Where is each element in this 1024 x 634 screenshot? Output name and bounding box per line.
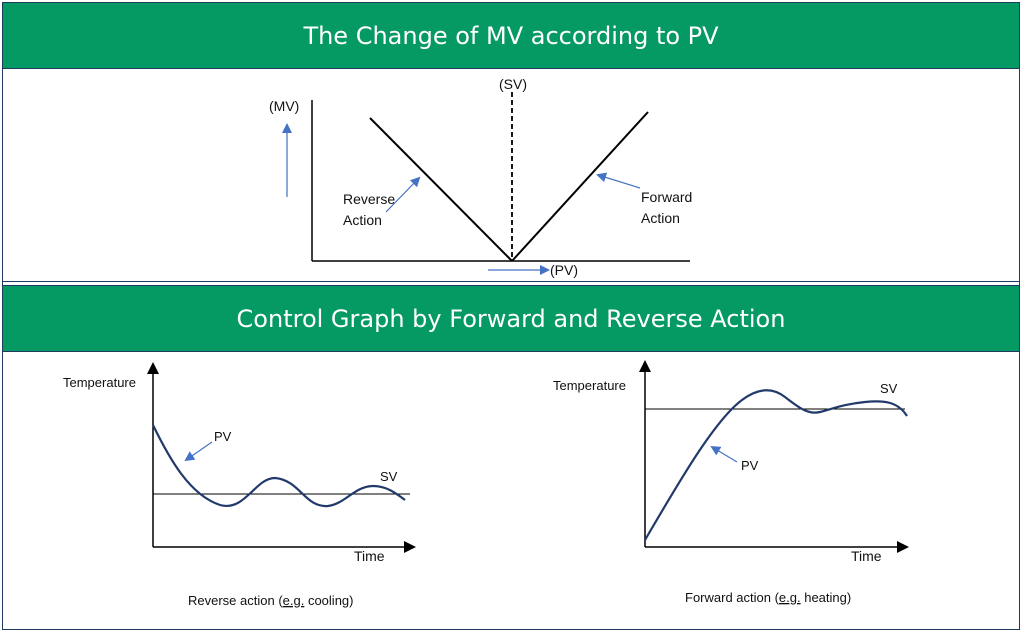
right-caption: Forward action (e.g. heating) [685,590,851,605]
left-y-label: Temperature [63,375,136,390]
reverse-action-label-1: Reverse [343,191,395,207]
forward-action-label-1: Forward [641,189,692,205]
left-pv-label: PV [214,429,232,444]
forward-action-graph: Temperature Time PV SV Forward action (e… [553,360,909,605]
pv-label: (PV) [550,262,578,278]
left-x-label: Time [354,548,385,564]
forward-action-label-2: Action [641,210,680,226]
reverse-pointer-arrow-icon [385,176,421,213]
right-x-label: Time [851,548,882,564]
reverse-action-line [369,117,513,262]
left-sv-label: SV [380,469,398,484]
reverse-action-graph: Temperature Time PV SV Reverse action (e… [63,362,416,608]
reverse-action-label-2: Action [343,212,382,228]
left-pv-curve [152,424,406,508]
sv-label: (SV) [499,76,527,92]
forward-pointer-arrow-icon [596,172,641,189]
right-pv-label: PV [741,458,759,473]
right-pv-pointer-arrow-icon [710,445,738,463]
section-divider [2,281,1020,282]
forward-action-line [511,111,649,262]
section-title-control-graph: Control Graph by Forward and Reverse Act… [2,285,1020,352]
right-pv-curve [644,389,908,541]
left-pv-pointer-arrow-icon [184,441,213,462]
mv-label: (MV) [269,98,299,114]
left-caption: Reverse action (e.g. cooling) [188,593,353,608]
section-title-mv-pv: The Change of MV according to PV [2,2,1020,69]
mv-pv-diagram: (MV) (SV) (PV) Reverse Action Forward Ac… [269,76,692,278]
right-y-label: Temperature [553,378,626,393]
right-sv-label: SV [880,381,898,396]
